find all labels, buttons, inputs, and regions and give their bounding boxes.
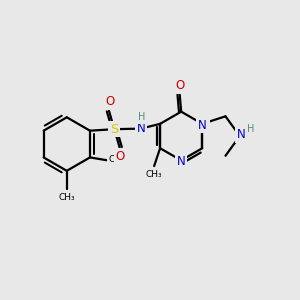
Text: O: O [176,79,185,92]
Text: N: N [198,118,207,131]
Text: S: S [110,123,118,136]
Text: H: H [138,112,145,122]
Text: N: N [137,122,146,135]
Text: N: N [177,155,186,168]
Text: O: O [116,150,125,163]
Text: CH₃: CH₃ [109,155,126,164]
Text: O: O [105,95,114,108]
Text: H: H [248,124,255,134]
Text: CH₃: CH₃ [58,193,75,202]
Text: N: N [237,128,245,141]
Text: N: N [199,117,208,130]
Text: CH₃: CH₃ [146,170,163,179]
